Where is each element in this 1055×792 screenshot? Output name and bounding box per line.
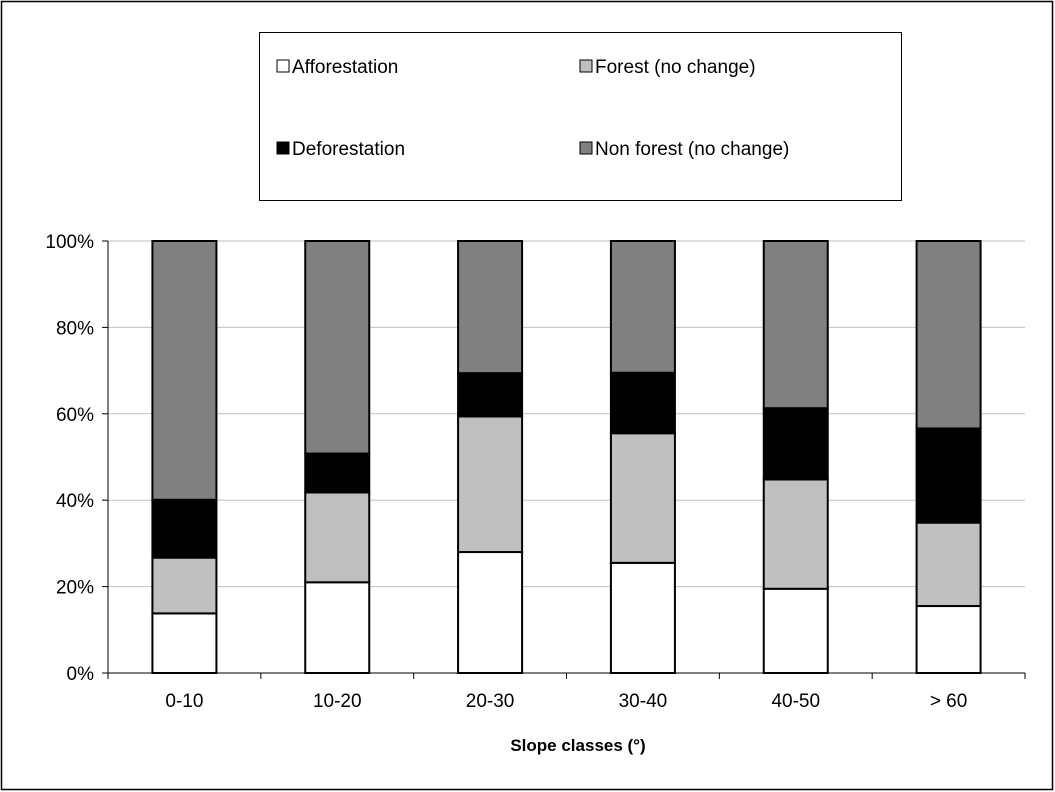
legend-label-forest-no-change: Forest (no change) bbox=[595, 57, 756, 78]
bar-afforestation-0-10 bbox=[151, 612, 218, 674]
legend-label-non-forest-no-change: Non forest (no change) bbox=[595, 139, 789, 160]
bars bbox=[151, 240, 982, 675]
bar-deforestation-60 bbox=[915, 427, 982, 524]
bar-non-forest-no-change-20-30 bbox=[457, 240, 524, 375]
legend-label-afforestation: Afforestation bbox=[292, 57, 398, 78]
bar-non-forest-no-change-40-50 bbox=[762, 240, 829, 410]
x-axis-title: Slope classes (°) bbox=[510, 736, 645, 755]
bar-afforestation-30-40 bbox=[609, 561, 676, 675]
bar-deforestation-10-20 bbox=[304, 452, 371, 494]
legend: Afforestation Forest (no change) Deforesta… bbox=[259, 32, 902, 201]
bar-forest-no-change-30-40 bbox=[609, 432, 676, 564]
legend-swatch-forest-no-change bbox=[579, 59, 593, 73]
bar-forest-no-change-0-10 bbox=[151, 556, 218, 615]
bar-afforestation-20-30 bbox=[457, 551, 524, 674]
bar-deforestation-30-40 bbox=[609, 371, 676, 435]
bar-deforestation-0-10 bbox=[151, 498, 218, 559]
bar-forest-no-change-40-50 bbox=[762, 478, 829, 590]
bar-forest-no-change-10-20 bbox=[304, 491, 371, 584]
legend-swatch-deforestation bbox=[276, 141, 290, 155]
bar-afforestation-60 bbox=[915, 605, 982, 674]
bar-afforestation-40-50 bbox=[762, 587, 829, 675]
gridlines bbox=[108, 240, 1025, 588]
legend-swatch-non-forest-no-change bbox=[579, 141, 593, 155]
plot-area: 0% 20% 40% 60% 80% 100% 0-10 10-20 20-30 30-40 40… bbox=[45, 232, 1026, 712]
x-tick-label: 30-40 bbox=[619, 691, 668, 712]
y-tick-label: 100% bbox=[45, 232, 94, 253]
x-tick-label: 20-30 bbox=[466, 691, 515, 712]
y-tick-label: 40% bbox=[56, 491, 94, 512]
y-tick-labels: 0% 20% 40% 60% 80% 100% bbox=[45, 232, 94, 685]
bar-non-forest-no-change-0-10 bbox=[151, 240, 218, 501]
bar-non-forest-no-change-30-40 bbox=[609, 240, 676, 374]
x-tick-label: 10-20 bbox=[313, 691, 362, 712]
bar-forest-no-change-20-30 bbox=[457, 415, 524, 554]
bar-non-forest-no-change-10-20 bbox=[304, 240, 371, 455]
y-tick-label: 60% bbox=[56, 405, 94, 426]
legend-label-deforestation: Deforestation bbox=[292, 139, 405, 160]
y-tick-label: 80% bbox=[56, 318, 94, 339]
y-tick-label: 0% bbox=[67, 664, 95, 685]
x-tick-label: > 60 bbox=[930, 691, 968, 712]
legend-swatch-afforestation bbox=[276, 59, 290, 73]
bar-deforestation-40-50 bbox=[762, 407, 829, 481]
x-tick-label: 40-50 bbox=[771, 691, 820, 712]
axes bbox=[102, 240, 1026, 679]
y-tick-label: 20% bbox=[56, 578, 94, 599]
bar-deforestation-20-30 bbox=[457, 372, 524, 418]
bar-forest-no-change-60 bbox=[915, 521, 982, 608]
bar-afforestation-10-20 bbox=[304, 581, 371, 675]
x-tick-label: 0-10 bbox=[165, 691, 203, 712]
bar-non-forest-no-change-60 bbox=[915, 240, 982, 430]
x-tick-labels: 0-10 10-20 20-30 30-40 40-50 > 60 bbox=[165, 691, 967, 712]
